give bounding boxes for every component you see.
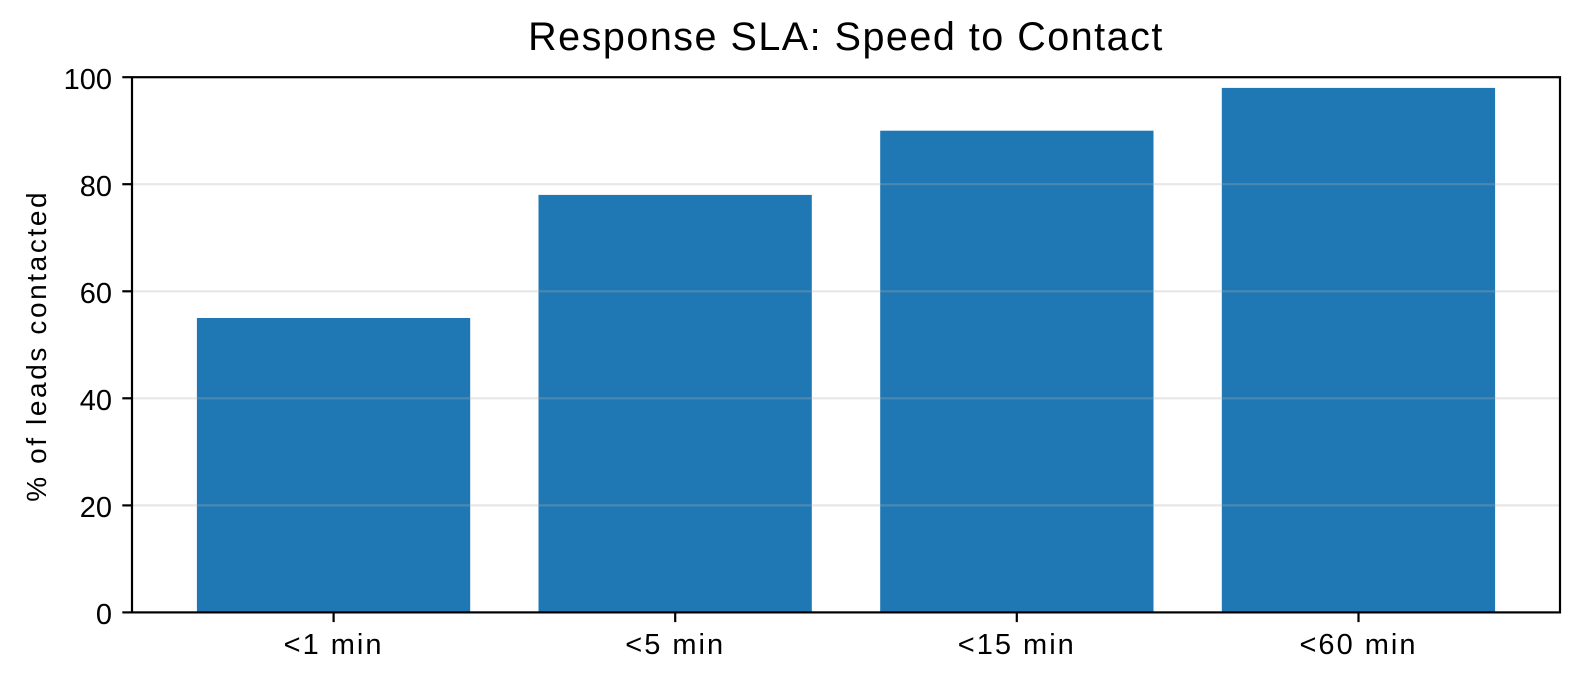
svg-text:80: 80 <box>80 171 112 203</box>
svg-text:40: 40 <box>80 385 112 417</box>
svg-text:<60 min: <60 min <box>1300 629 1418 661</box>
svg-text:Response SLA: Speed to Contact: Response SLA: Speed to Contact <box>528 15 1164 59</box>
svg-text:<5 min: <5 min <box>625 629 725 661</box>
svg-text:<15 min: <15 min <box>958 629 1076 661</box>
svg-text:20: 20 <box>80 492 112 524</box>
svg-text:% of leads contacted: % of leads contacted <box>21 190 52 502</box>
svg-text:100: 100 <box>64 64 112 96</box>
svg-text:<1 min: <1 min <box>284 629 384 661</box>
svg-text:60: 60 <box>80 278 112 310</box>
svg-text:0: 0 <box>96 599 112 631</box>
